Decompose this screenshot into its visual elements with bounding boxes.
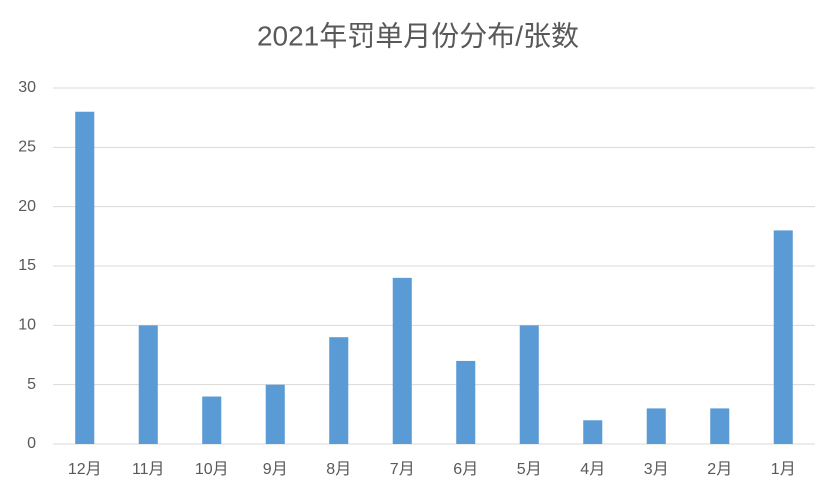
x-tick-label: 5月 — [517, 461, 542, 478]
x-tick-label: 2月 — [707, 461, 732, 478]
x-tick-label: 4月 — [580, 461, 605, 478]
bar — [202, 396, 222, 444]
bar — [392, 277, 412, 444]
y-tick-label: 0 — [27, 435, 36, 452]
x-tick-label: 10月 — [195, 461, 229, 478]
x-tick-label: 6月 — [453, 461, 478, 478]
y-tick-label: 5 — [27, 376, 36, 393]
x-tick-label: 7月 — [390, 461, 415, 478]
x-tick-label: 12月 — [68, 461, 102, 478]
x-tick-label: 3月 — [644, 461, 669, 478]
bar — [646, 408, 666, 444]
bar — [773, 230, 793, 444]
x-tick-label: 1月 — [771, 461, 796, 478]
bar — [75, 111, 95, 444]
chart-title: 2021年罚单月份分布/张数 — [257, 20, 579, 51]
bar — [710, 408, 730, 444]
x-tick-label: 8月 — [326, 461, 351, 478]
y-tick-label: 30 — [18, 79, 36, 96]
x-tick-label: 9月 — [263, 461, 288, 478]
y-tick-label: 15 — [18, 257, 36, 274]
y-tick-label: 20 — [18, 198, 36, 215]
bar — [265, 384, 285, 444]
bar — [138, 325, 158, 444]
bar — [519, 325, 539, 444]
x-tick-label: 11月 — [132, 461, 165, 478]
bar — [583, 420, 603, 444]
y-tick-label: 25 — [18, 139, 36, 156]
y-tick-label: 10 — [18, 317, 36, 334]
bar — [329, 337, 349, 444]
bar — [456, 360, 476, 444]
